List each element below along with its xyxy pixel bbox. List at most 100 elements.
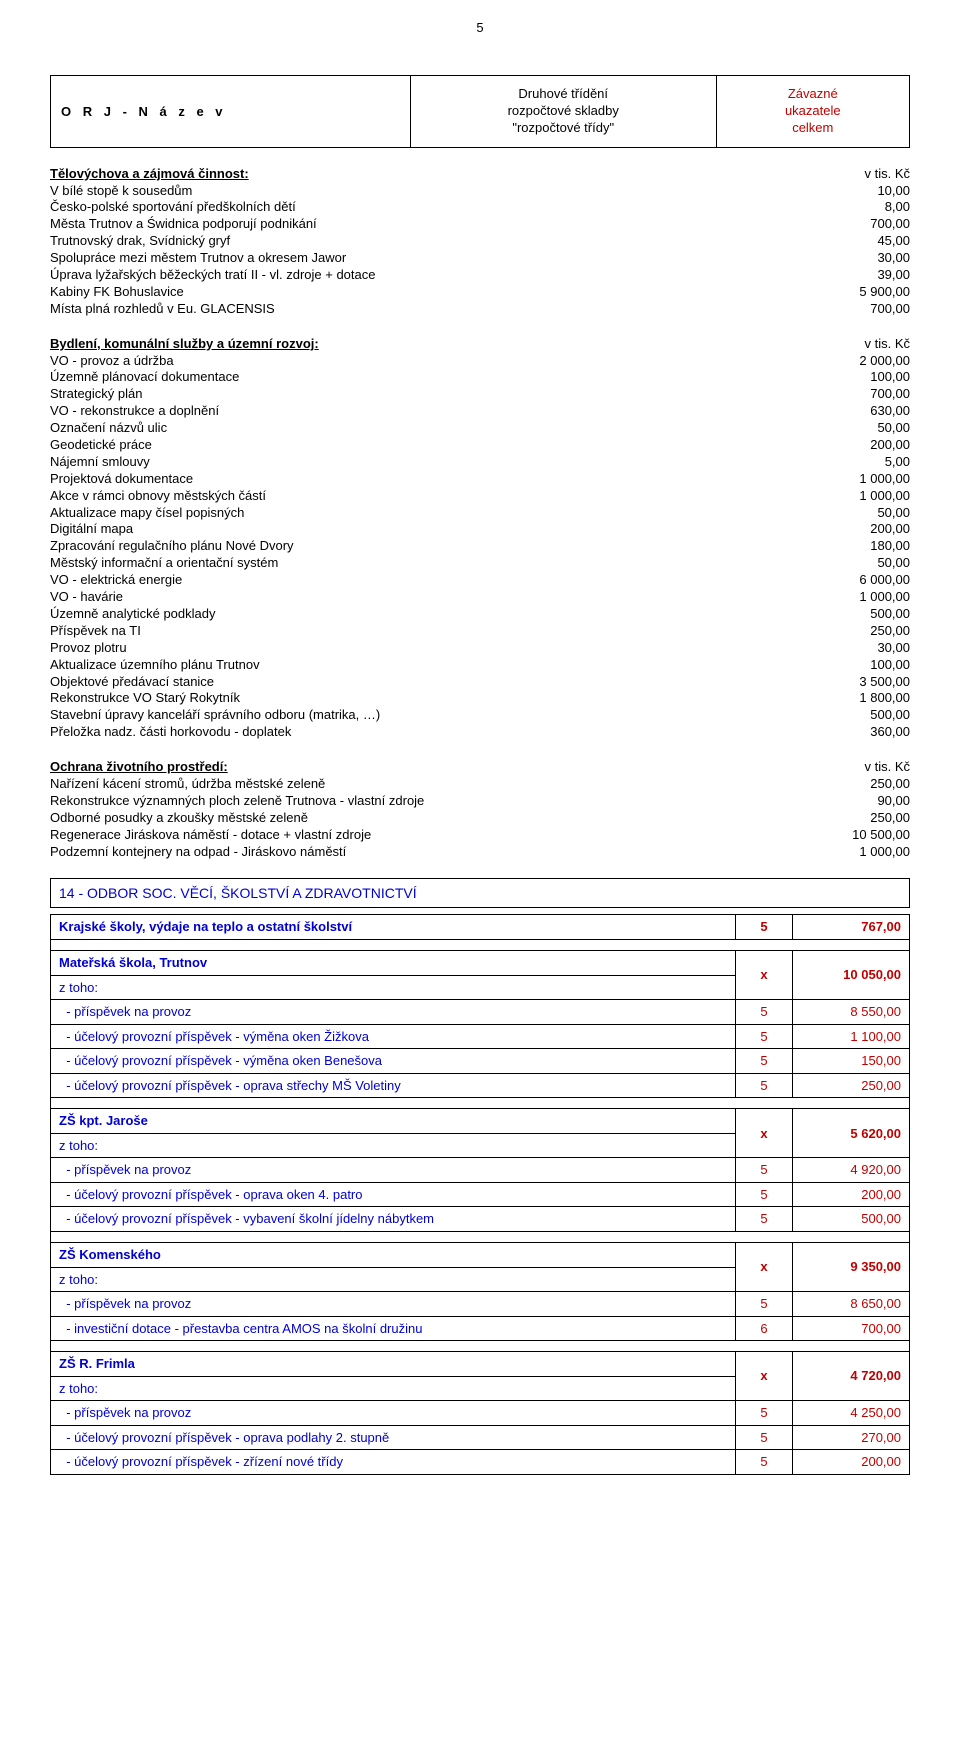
table-cell-mid: 5 xyxy=(736,1207,793,1232)
table-cell-label: - příspěvek na provoz xyxy=(51,1401,736,1426)
row-label: Přeložka nadz. části horkovodu - doplate… xyxy=(50,724,830,741)
budget-row: Nařízení kácení stromů, údržba městské z… xyxy=(50,776,910,793)
header-a-text: O R J - N á z e v xyxy=(61,104,227,119)
row-label: Příspěvek na TI xyxy=(50,623,830,640)
row-label: Nařízení kácení stromů, údržba městské z… xyxy=(50,776,830,793)
row-value: 30,00 xyxy=(830,640,910,657)
table-cell-amount: 200,00 xyxy=(793,1450,910,1475)
budget-row: VO - havárie1 000,00 xyxy=(50,589,910,606)
row-value: 360,00 xyxy=(830,724,910,741)
budget-row: Přeložka nadz. části horkovodu - doplate… xyxy=(50,724,910,741)
row-label: Projektová dokumentace xyxy=(50,471,830,488)
table-row: - účelový provozní příspěvek - výměna ok… xyxy=(51,1049,910,1074)
row-value: 250,00 xyxy=(830,810,910,827)
row-label: Podzemní kontejnery na odpad - Jiráskovo… xyxy=(50,844,830,861)
table-cell-mid: 6 xyxy=(736,1316,793,1341)
row-label: Územně plánovací dokumentace xyxy=(50,369,830,386)
row-value: 6 000,00 xyxy=(830,572,910,589)
table-cell-label: - příspěvek na provoz xyxy=(51,1000,736,1025)
row-label: Objektové předávací stanice xyxy=(50,674,830,691)
budget-row: Provoz plotru30,00 xyxy=(50,640,910,657)
row-value: 500,00 xyxy=(830,707,910,724)
table-cell-amount: 8 650,00 xyxy=(793,1292,910,1317)
table-cell-label: Mateřská škola, Trutnov xyxy=(51,950,736,975)
row-value: 700,00 xyxy=(830,301,910,318)
budget-row: Odborné posudky a zkoušky městské zeleně… xyxy=(50,810,910,827)
table-cell-mid: 5 xyxy=(736,1073,793,1098)
row-label: V bílé stopě k sousedům xyxy=(50,183,830,200)
table-cell-mid: 5 xyxy=(736,1450,793,1475)
table-spacer xyxy=(51,1231,910,1242)
row-label: Zpracování regulačního plánu Nové Dvory xyxy=(50,538,830,555)
table-cell-label: - účelový provozní příspěvek - vybavení … xyxy=(51,1207,736,1232)
row-label: Označení názvů ulic xyxy=(50,420,830,437)
table-spacer xyxy=(51,1098,910,1109)
table-row: - příspěvek na provoz54 920,00 xyxy=(51,1158,910,1183)
budget-row: Česko-polské sportování předškolních dět… xyxy=(50,199,910,216)
header-col-indicators: Závazné ukazatele celkem xyxy=(717,76,909,147)
table-cell-label: - účelový provozní příspěvek - výměna ok… xyxy=(51,1049,736,1074)
page-number: 5 xyxy=(50,20,910,35)
row-value: 90,00 xyxy=(830,793,910,810)
row-value: 200,00 xyxy=(830,437,910,454)
header-c3: celkem xyxy=(792,120,833,137)
budget-row: Aktualizace mapy čísel popisných50,00 xyxy=(50,505,910,522)
row-label: VO - provoz a údržba xyxy=(50,353,830,370)
row-value: 1 000,00 xyxy=(830,589,910,606)
table-row: ZŠ Komenskéhox9 350,00 xyxy=(51,1242,910,1267)
section-heading-row: Bydlení, komunální služby a územní rozvo… xyxy=(50,336,910,353)
budget-row: Strategický plán700,00 xyxy=(50,386,910,403)
row-label: VO - elektrická energie xyxy=(50,572,830,589)
table-cell-mid: 5 xyxy=(736,1024,793,1049)
table-cell-mid: x xyxy=(736,1109,793,1158)
budget-row: V bílé stopě k sousedům10,00 xyxy=(50,183,910,200)
table-cell-mid: x xyxy=(736,950,793,999)
budget-table: Krajské školy, výdaje na teplo a ostatní… xyxy=(50,914,910,1474)
table-row: - účelový provozní příspěvek - zřízení n… xyxy=(51,1450,910,1475)
section-title: Tělovýchova a zájmová činnost: xyxy=(50,166,830,183)
row-label: VO - havárie xyxy=(50,589,830,606)
table-row: - příspěvek na provoz58 650,00 xyxy=(51,1292,910,1317)
row-value: 5,00 xyxy=(830,454,910,471)
table-cell-mid: 5 xyxy=(736,1292,793,1317)
budget-row: VO - provoz a údržba2 000,00 xyxy=(50,353,910,370)
row-value: 2 000,00 xyxy=(830,353,910,370)
table-cell-label: z toho: xyxy=(51,1133,736,1158)
section-unit: v tis. Kč xyxy=(830,336,910,353)
budget-row: Městský informační a orientační systém50… xyxy=(50,555,910,572)
row-value: 1 000,00 xyxy=(830,471,910,488)
row-value: 10 500,00 xyxy=(830,827,910,844)
row-label: Nájemní smlouvy xyxy=(50,454,830,471)
table-cell-label: - příspěvek na provoz xyxy=(51,1158,736,1183)
row-value: 8,00 xyxy=(830,199,910,216)
table-row: - účelový provozní příspěvek - oprava st… xyxy=(51,1073,910,1098)
row-value: 180,00 xyxy=(830,538,910,555)
row-label: Místa plná rozhledů v Eu. GLACENSIS xyxy=(50,301,830,318)
row-value: 200,00 xyxy=(830,521,910,538)
section-heading-row: Tělovýchova a zájmová činnost:v tis. Kč xyxy=(50,166,910,183)
table-cell-label: - účelový provozní příspěvek - výměna ok… xyxy=(51,1024,736,1049)
row-label: Akce v rámci obnovy městských částí xyxy=(50,488,830,505)
budget-row: Digitální mapa200,00 xyxy=(50,521,910,538)
row-label: Města Trutnov a Świdnica podporují podni… xyxy=(50,216,830,233)
row-label: Strategický plán xyxy=(50,386,830,403)
table-row: ZŠ R. Frimlax4 720,00 xyxy=(51,1352,910,1377)
budget-row: Úprava lyžařských běžeckých tratí II - v… xyxy=(50,267,910,284)
row-value: 250,00 xyxy=(830,623,910,640)
table-cell-mid: x xyxy=(736,1352,793,1401)
row-value: 10,00 xyxy=(830,183,910,200)
row-value: 100,00 xyxy=(830,369,910,386)
budget-row: Města Trutnov a Świdnica podporují podni… xyxy=(50,216,910,233)
table-cell-label: ZŠ R. Frimla xyxy=(51,1352,736,1377)
row-value: 39,00 xyxy=(830,267,910,284)
row-label: Geodetické práce xyxy=(50,437,830,454)
row-value: 5 900,00 xyxy=(830,284,910,301)
table-cell-label: z toho: xyxy=(51,1376,736,1401)
budget-section: Tělovýchova a zájmová činnost:v tis. KčV… xyxy=(50,166,910,318)
table-cell-amount: 4 920,00 xyxy=(793,1158,910,1183)
table-cell-mid: x xyxy=(736,1242,793,1291)
budget-row: VO - rekonstrukce a doplnění630,00 xyxy=(50,403,910,420)
table-cell-amount: 4 250,00 xyxy=(793,1401,910,1426)
section-heading-row: Ochrana životního prostředí:v tis. Kč xyxy=(50,759,910,776)
department-box: 14 - ODBOR SOC. VĚCÍ, ŠKOLSTVÍ A ZDRAVOT… xyxy=(50,878,910,908)
